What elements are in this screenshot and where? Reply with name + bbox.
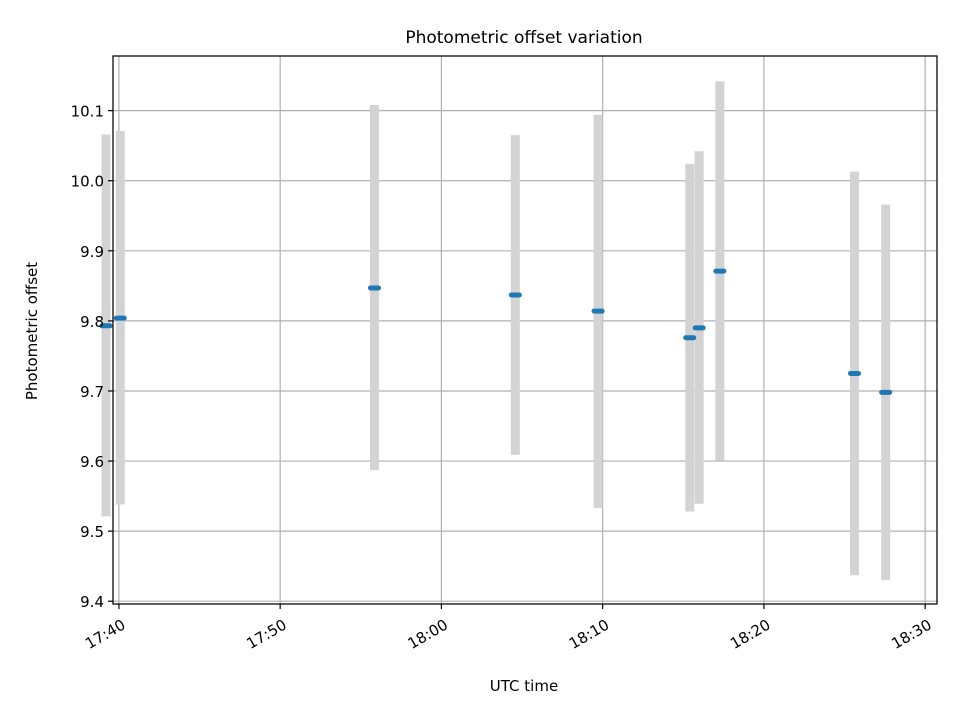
plot-area-frame bbox=[112, 55, 938, 605]
chart-title: Photometric offset variation bbox=[405, 28, 642, 48]
y-tick-label: 9.4 bbox=[80, 593, 104, 611]
y-axis-ticks: 9.4 9.5 9.6 9.7 9.8 9.9 10.0 10.1 bbox=[71, 103, 113, 611]
grid bbox=[113, 56, 937, 604]
y-tick-label: 9.8 bbox=[80, 313, 104, 331]
y-tick-label: 9.7 bbox=[80, 383, 104, 401]
y-tick-label: 9.5 bbox=[80, 523, 104, 541]
x-axis-label: UTC time bbox=[490, 677, 558, 695]
y-tick-label: 9.9 bbox=[80, 243, 104, 261]
y-tick-label: 10.0 bbox=[71, 173, 104, 191]
y-tick-label: 10.1 bbox=[71, 103, 104, 121]
y-axis-label: Photometric offset bbox=[23, 262, 41, 400]
y-tick-label: 9.6 bbox=[80, 453, 104, 471]
data-markers bbox=[99, 268, 893, 395]
